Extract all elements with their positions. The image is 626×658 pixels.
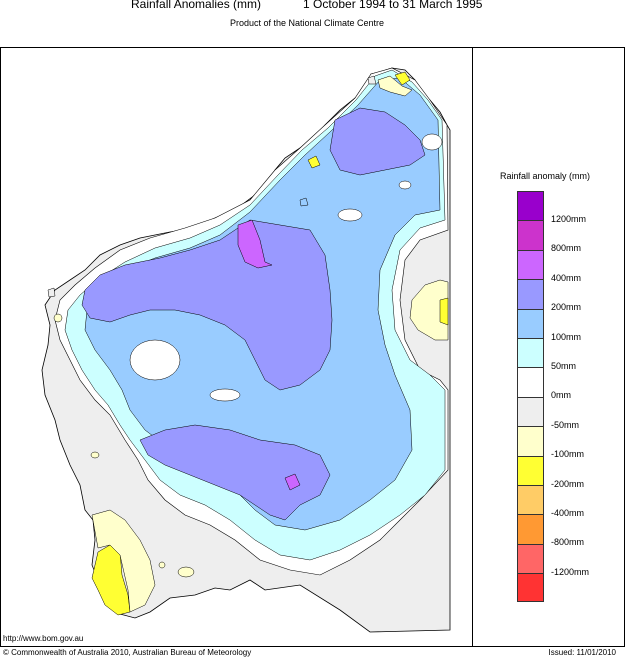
legend-swatch <box>517 426 544 456</box>
zone-minus50-dot2 <box>90 451 100 459</box>
zone-0mm-hole3 <box>129 339 181 381</box>
issued-date: Issued: 11/01/2010 <box>548 648 616 657</box>
map-title: Rainfall Anomalies (mm) <box>131 0 262 11</box>
legend-swatch <box>517 455 544 485</box>
zone-0mm-hole4 <box>209 388 241 402</box>
zone-0mm-hole2 <box>421 133 443 151</box>
zone-200mm-north <box>329 107 426 176</box>
website-link[interactable]: http://www.bom.gov.au <box>3 634 84 643</box>
legend-swatch <box>517 220 544 250</box>
zone-minus50-dot1 <box>177 566 195 578</box>
legend-swatch <box>517 396 544 427</box>
zone-minus100-north <box>394 71 411 86</box>
legend-title: Rainfall anomaly (mm) <box>500 171 591 181</box>
zone-0mm-hole1 <box>337 208 363 222</box>
zone-minus100-east <box>439 297 449 326</box>
legend-label: 400mm <box>551 273 582 283</box>
zone-400mm-small <box>284 473 301 491</box>
legend-label: -50mm <box>551 420 580 430</box>
legend-label: -400mm <box>551 508 585 518</box>
zone-400mm <box>237 219 273 269</box>
map-subtitle: Product of the National Climate Centre <box>0 18 626 28</box>
zone-minus50-dot4 <box>53 313 63 323</box>
island-2 <box>47 287 56 298</box>
zone-minus50-sw <box>91 509 156 613</box>
legend-swatch <box>517 514 544 544</box>
zone-0mm-hole5 <box>398 180 412 190</box>
rainfall-map <box>41 67 451 633</box>
legend-label: -200mm <box>551 479 585 489</box>
title-row: Rainfall Anomalies (mm) 1 October 1994 t… <box>0 0 626 14</box>
legend-label: -1200mm <box>551 567 590 577</box>
zone-minus50-east <box>409 279 449 341</box>
zone-minus50-north <box>377 75 413 97</box>
map-period: 1 October 1994 to 31 March 1995 <box>303 0 483 11</box>
map-frame <box>0 47 625 647</box>
subtitle-text: Product of the National Climate Centre <box>229 18 385 28</box>
legend-swatch <box>517 573 544 603</box>
zone-200mm-central <box>81 219 333 391</box>
zone-minus50-dot3 <box>158 561 166 569</box>
zone-200mm-south <box>139 424 331 521</box>
legend-label: -800mm <box>551 537 585 547</box>
legend-label: 0mm <box>551 390 571 400</box>
legend-swatch <box>517 543 544 574</box>
legend-swatch <box>517 279 544 309</box>
legend-swatch <box>517 337 544 368</box>
copyright-notice: © Commonwealth of Australia 2010, Austra… <box>3 648 252 657</box>
legend-label: 100mm <box>551 332 582 342</box>
legend-swatch <box>517 249 544 280</box>
zone-minus100-kimberley <box>307 155 321 169</box>
legend-swatch <box>517 308 544 338</box>
legend-label: 200mm <box>551 302 582 312</box>
legend-label: 800mm <box>551 243 582 253</box>
legend-swatch <box>517 191 544 221</box>
island-3 <box>367 75 377 85</box>
legend-swatch <box>517 484 544 515</box>
island-1 <box>299 197 309 207</box>
legend-label: 1200mm <box>551 214 587 224</box>
legend-divider <box>472 47 473 647</box>
legend <box>517 191 544 603</box>
legend-swatch <box>517 367 544 397</box>
legend-label: 50mm <box>551 361 577 371</box>
legend-label: -100mm <box>551 449 585 459</box>
